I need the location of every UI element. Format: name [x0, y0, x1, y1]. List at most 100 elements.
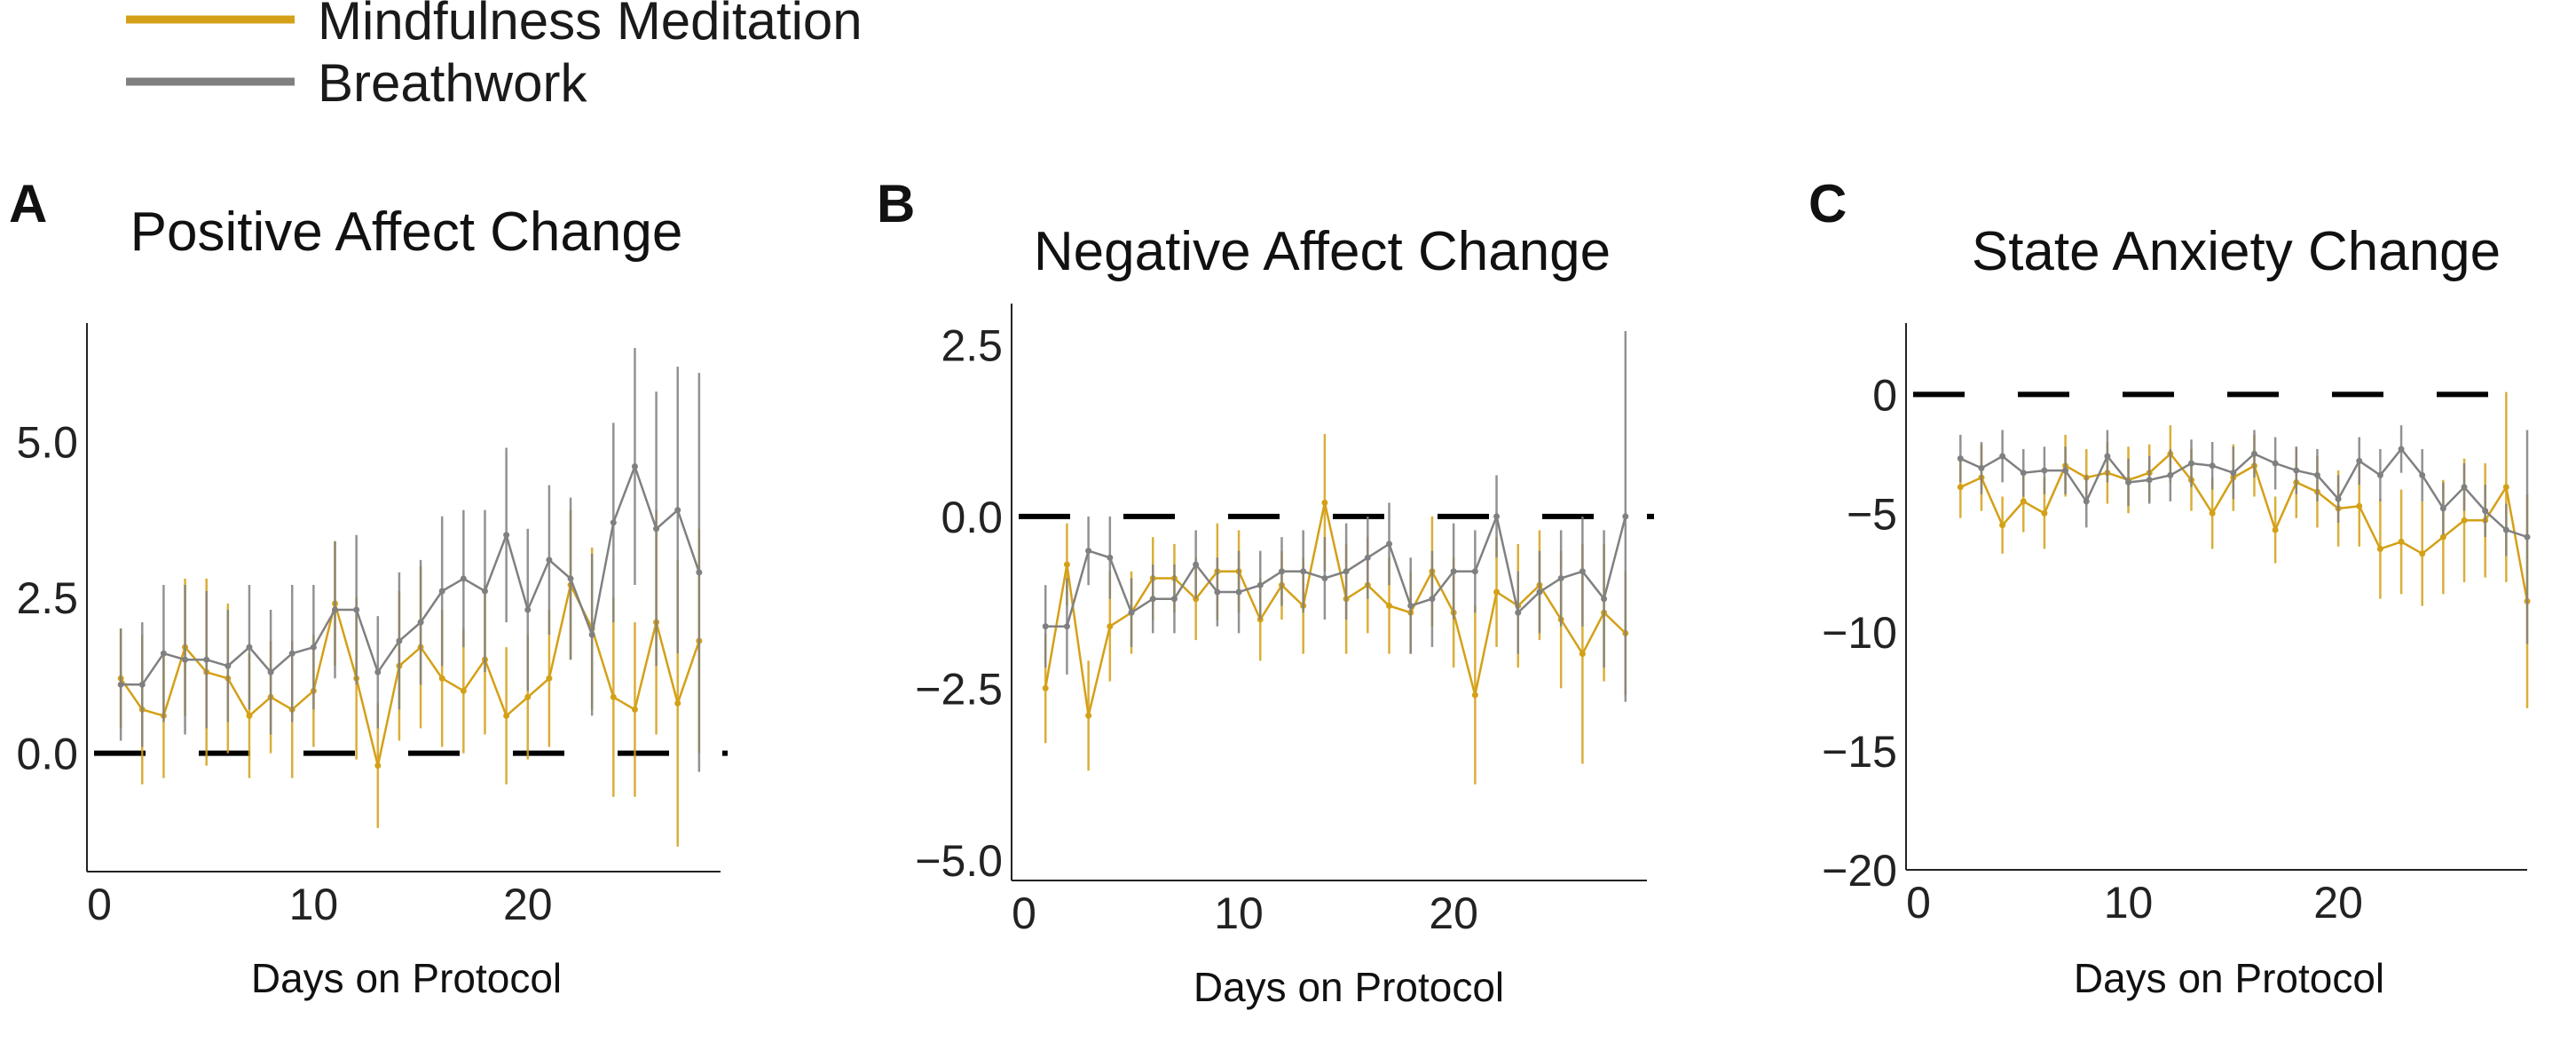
data-point	[2482, 508, 2489, 515]
data-point	[2398, 538, 2405, 545]
data-point	[2439, 533, 2446, 541]
x-tick-label: 20	[503, 880, 553, 929]
data-point	[1321, 499, 1328, 506]
data-point	[246, 712, 253, 719]
series-line	[1959, 446, 2528, 539]
data-point	[310, 643, 317, 651]
series-line	[1959, 452, 2529, 602]
data-point	[481, 588, 488, 595]
panel-b: B Negative Affect Change −5.0 −2.5 0.0 2.5 0 10…	[877, 174, 1654, 1010]
data-point	[2335, 495, 2342, 502]
data-point	[1407, 602, 1414, 609]
data-point	[2188, 460, 2195, 467]
data-point	[546, 675, 553, 682]
data-point	[546, 557, 553, 564]
data-point	[2356, 502, 2363, 509]
data-point	[1235, 588, 1242, 596]
data-point	[2125, 478, 2132, 486]
data-point	[2272, 460, 2279, 467]
panel-title: Positive Affect Change	[130, 201, 683, 263]
data-point	[1170, 596, 1178, 603]
data-point	[1364, 554, 1371, 561]
series-breathwork	[1957, 425, 2531, 644]
data-point	[2356, 457, 2363, 464]
data-point	[1300, 568, 1307, 575]
y-tick-label: −2.5	[915, 664, 1003, 714]
data-point	[2041, 509, 2048, 517]
data-point	[1999, 522, 2006, 529]
data-point	[288, 650, 295, 657]
data-point	[1978, 464, 1985, 471]
x-tick-label: 20	[2313, 878, 2363, 928]
data-point	[2020, 470, 2027, 477]
data-point	[567, 575, 574, 582]
data-point	[182, 656, 189, 663]
data-point	[138, 681, 146, 688]
data-point	[1493, 588, 1501, 596]
data-point	[2419, 471, 2426, 478]
data-point	[1042, 623, 1049, 630]
x-tick-label: 20	[1429, 888, 1478, 938]
data-point	[1601, 596, 1608, 603]
data-point	[203, 656, 210, 663]
data-point	[1256, 581, 1264, 588]
data-point	[1957, 455, 1964, 462]
series-line	[1044, 502, 1627, 716]
series-breathwork	[1042, 330, 1629, 702]
data-point	[653, 525, 660, 533]
data-point	[1999, 453, 2006, 460]
panel-letter: A	[9, 174, 47, 233]
y-tick-label: 2.5	[16, 573, 78, 623]
data-point	[1042, 684, 1049, 691]
data-point	[353, 606, 360, 613]
data-point	[503, 532, 510, 539]
data-point	[2502, 526, 2509, 533]
data-point	[2502, 484, 2509, 491]
data-point	[1471, 691, 1478, 699]
data-point	[460, 575, 467, 582]
data-point	[2419, 550, 2426, 557]
data-point	[2146, 477, 2153, 484]
data-point	[696, 569, 703, 576]
panel-letter: C	[1808, 174, 1847, 233]
data-point	[1128, 609, 1135, 616]
data-point	[1386, 602, 1393, 609]
data-point	[267, 668, 274, 675]
series-line	[121, 462, 701, 686]
panel-a: A Positive Affect Change 0.0 2.5 5.0 0 10 20 Day…	[9, 174, 728, 1001]
data-point	[1343, 568, 1350, 575]
series-mindfulness	[1957, 391, 2531, 708]
data-point	[1515, 609, 1522, 616]
y-tick-label: 0.0	[941, 493, 1003, 542]
x-tick-label: 10	[1214, 888, 1264, 938]
data-point	[610, 519, 617, 526]
x-axis-label: Days on Protocol	[2074, 955, 2384, 1001]
data-point	[1107, 623, 1114, 630]
data-point	[524, 606, 532, 613]
data-point	[2230, 470, 2237, 477]
data-point	[2293, 467, 2300, 474]
data-point	[524, 693, 532, 700]
data-point	[246, 643, 253, 651]
data-point	[2313, 471, 2320, 478]
series-line	[120, 581, 701, 766]
y-tick-label: −15	[1822, 727, 1897, 777]
data-point	[1536, 588, 1543, 596]
data-point	[1149, 596, 1156, 603]
data-point	[2104, 453, 2111, 460]
data-point	[438, 675, 445, 682]
legend-label-mindfulness: Mindfulness Meditation	[318, 0, 863, 51]
panel-title: Negative Affect Change	[1034, 221, 1611, 282]
data-point	[374, 762, 382, 770]
x-axis-label: Days on Protocol	[251, 955, 562, 1001]
x-tick-label: 10	[289, 880, 339, 929]
y-tick-label: 0.0	[16, 730, 78, 779]
data-point	[1493, 513, 1501, 520]
data-point	[674, 507, 681, 514]
data-point	[1957, 484, 1964, 491]
data-point	[396, 637, 403, 644]
data-point	[332, 606, 339, 613]
y-tick-label: −20	[1822, 846, 1897, 896]
data-point	[1278, 568, 1285, 575]
